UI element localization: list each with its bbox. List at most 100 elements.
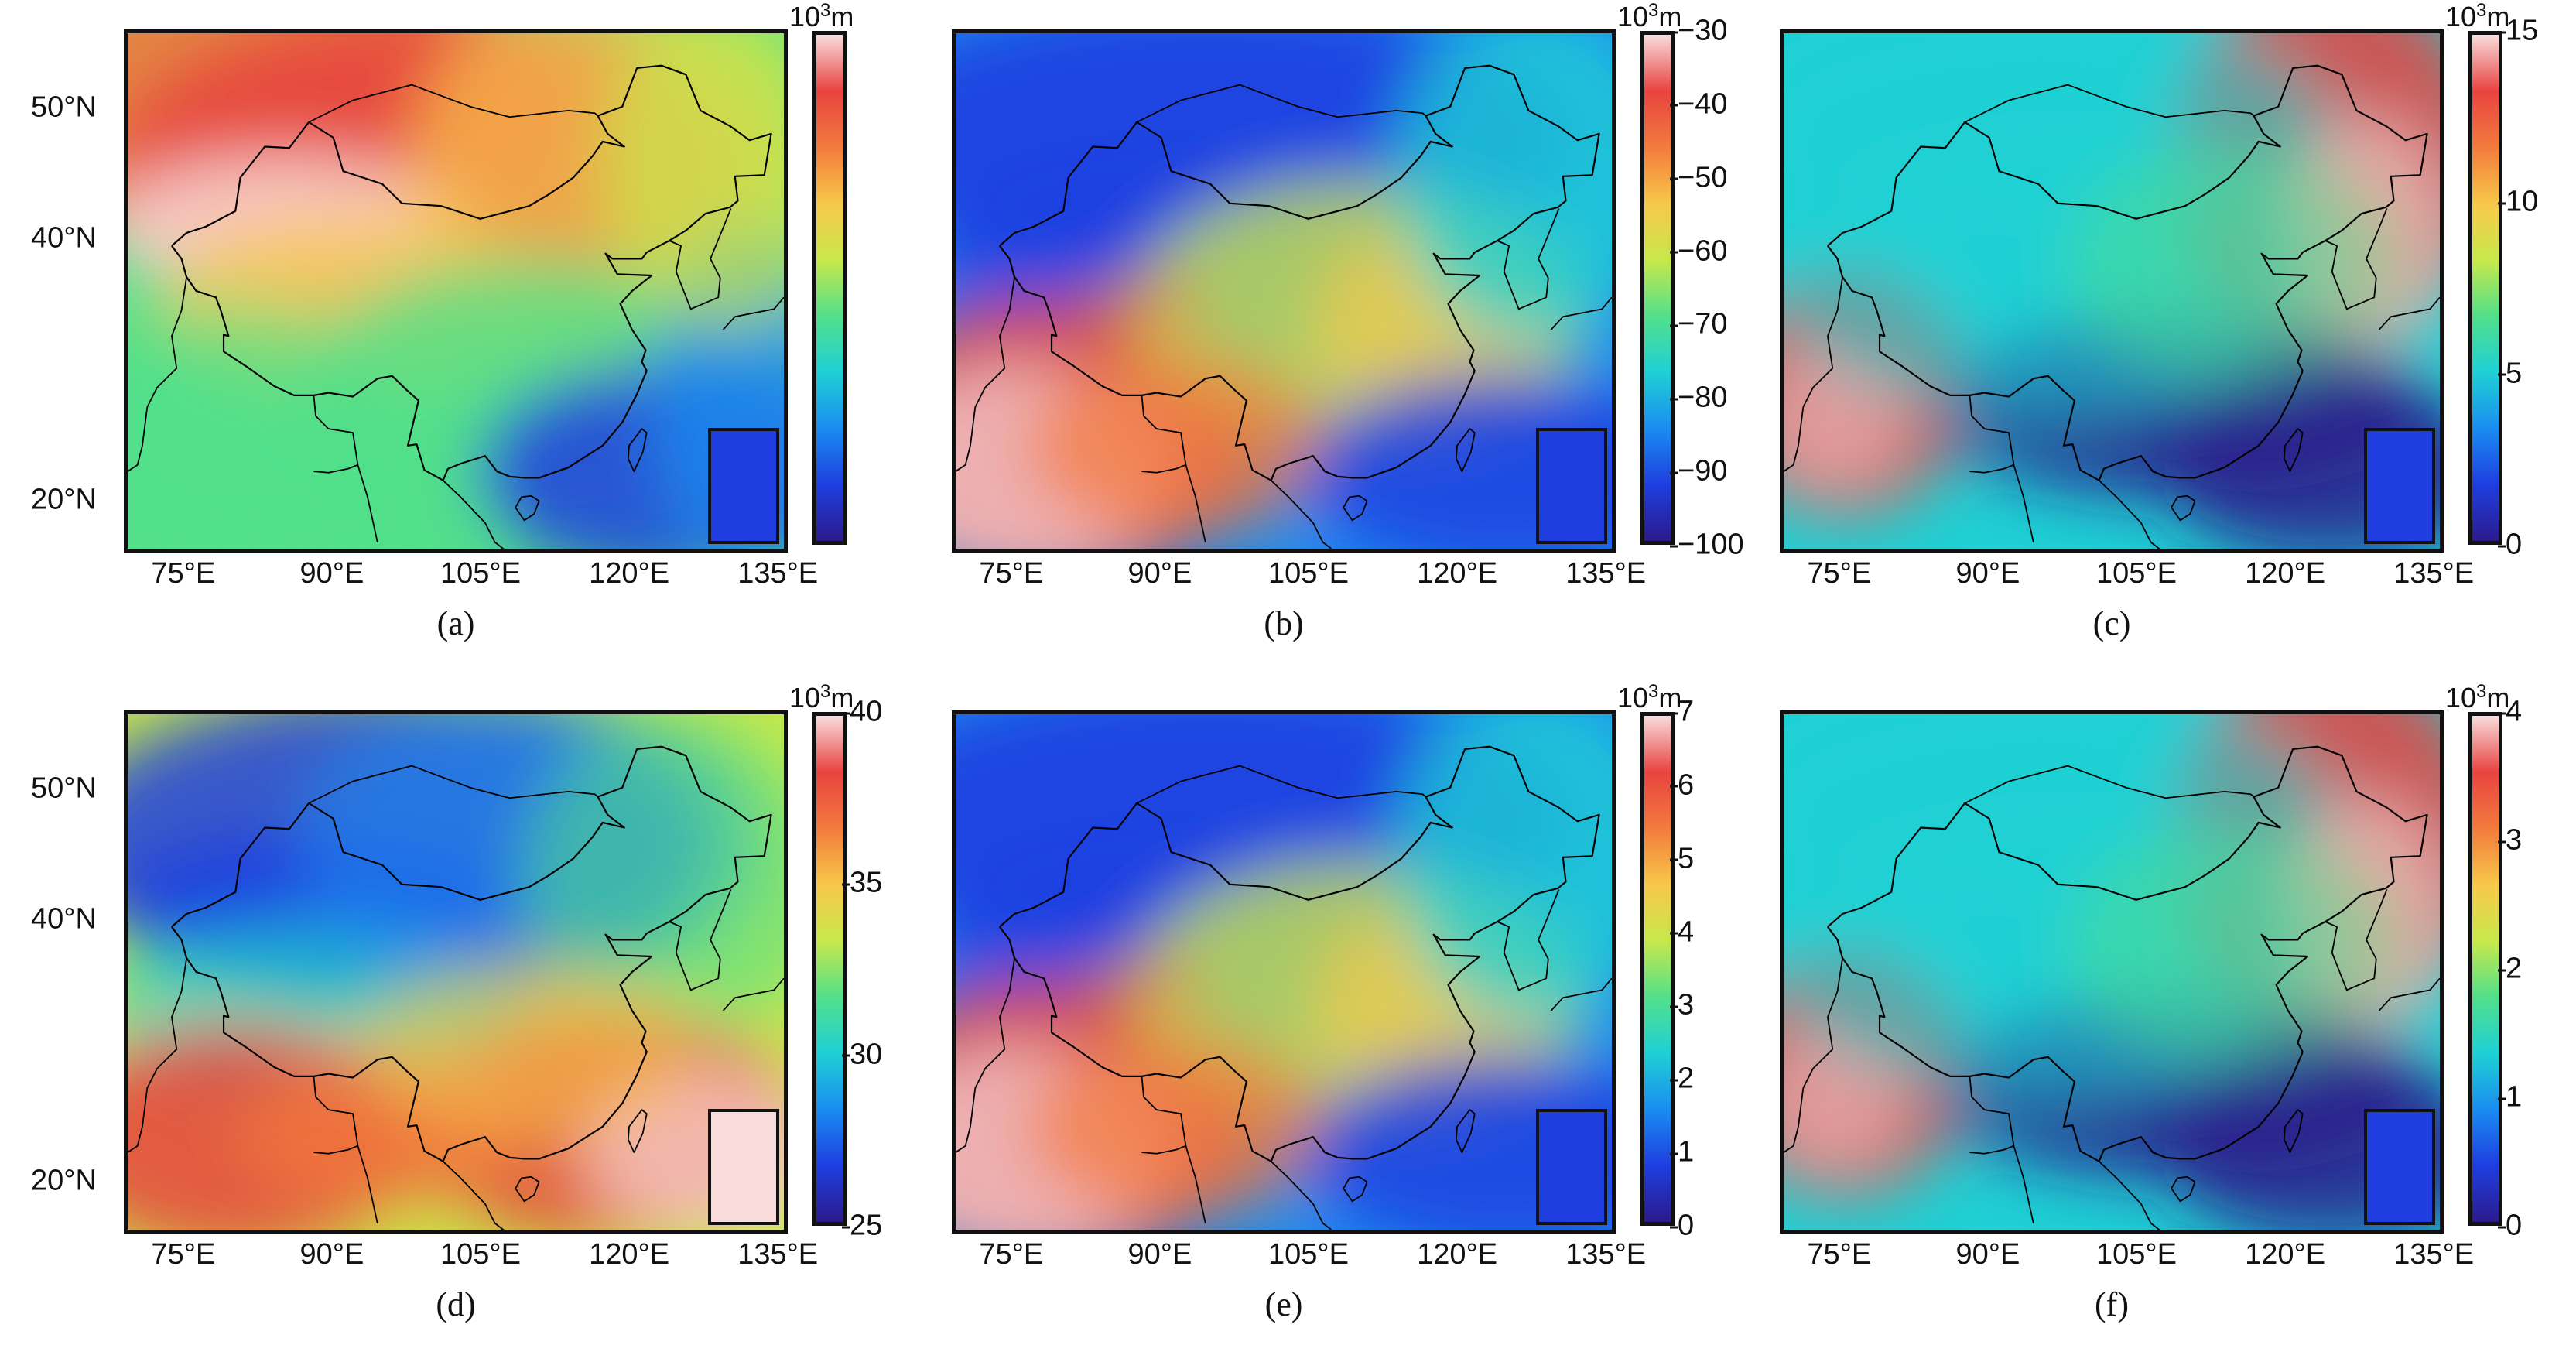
field-blob (602, 33, 784, 330)
china-border (1827, 745, 2428, 1162)
south-china-sea-inset (2364, 1109, 2435, 1225)
unit-base: 10 (2445, 1, 2477, 33)
india-border (128, 959, 187, 1153)
myanmar-coast (357, 464, 378, 542)
indochina-coast (442, 1161, 505, 1230)
unit-base: 10 (2445, 682, 2477, 714)
taiwan-outline (2283, 1109, 2304, 1153)
map-area (1780, 710, 2444, 1234)
korea-coast (1497, 889, 1560, 991)
korea-coast (2325, 208, 2388, 310)
unit-exponent: 3 (2476, 681, 2487, 702)
myanmar-coast (357, 1145, 378, 1223)
colorbar-unit: 103m (789, 0, 854, 33)
mongolia-border (308, 84, 599, 123)
x-tick-label: 75°E (151, 1238, 216, 1271)
x-tick-label: 90°E (1127, 1238, 1192, 1271)
japan-coast (1550, 296, 1612, 330)
field-blob (128, 310, 404, 549)
mongolia-border (1964, 84, 2255, 123)
map-area (952, 29, 1616, 553)
hainan-outline (2171, 1175, 2196, 1203)
south-china-sea-inset (1536, 428, 1607, 544)
unit-base: 10 (1617, 682, 1649, 714)
china-border (1827, 64, 2428, 481)
colorbar-tick-label: 40 (841, 695, 883, 728)
x-tick-label: 75°E (979, 557, 1044, 590)
colorbar-tick-label: 4 (2497, 695, 2523, 728)
map-field (128, 33, 784, 549)
india-border (1784, 959, 1843, 1153)
map-panel-b: 103m −30 −40 −50 −60 −70 −80 −90 −100 75°E 90°E 105… (828, 0, 1744, 666)
hainan-outline (1343, 1175, 1368, 1203)
myanmar-coast (1185, 464, 1206, 542)
x-tick-label: 135°E (737, 1238, 819, 1271)
unit-suffix: m (830, 682, 854, 714)
colorbar-tick-label: −40 (1669, 87, 1728, 121)
colorbar-tick-label: 35 (841, 866, 883, 899)
colorbar-tick-label: 7 (1669, 695, 1695, 728)
colorbar-tick-label: 0 (2497, 528, 2523, 561)
india-border (956, 959, 1015, 1153)
mongolia-border (1136, 765, 1427, 804)
hainan-outline (2171, 494, 2196, 522)
colorbar-tick-label: 0 (2497, 1209, 2523, 1242)
panel-label: (b) (1264, 604, 1304, 642)
map-area (124, 29, 788, 553)
indochina-coast (1270, 480, 1332, 549)
mongolia-border (1136, 84, 1427, 123)
japan-coast (2378, 296, 2440, 330)
korea-coast (669, 889, 732, 991)
field-blob (1028, 1035, 1334, 1219)
unit-base: 10 (789, 682, 821, 714)
x-tick-label: 75°E (151, 557, 216, 590)
field-blob (1080, 273, 1203, 335)
colorbar-tick-label: 5 (2497, 357, 2523, 390)
field-blob (1080, 954, 1203, 1016)
map-field (128, 714, 784, 1230)
x-tick-label: 105°E (2096, 557, 2177, 590)
unit-suffix: m (830, 1, 854, 33)
hainan-outline (515, 494, 540, 522)
panel-label: (a) (436, 604, 475, 642)
x-tick-label: 135°E (2393, 1238, 2475, 1271)
colorbar-tick-label: 3 (2497, 823, 2523, 857)
colorbar-tick-label: −70 (1669, 307, 1728, 340)
colorbar (1640, 712, 1675, 1226)
bangladesh-border (1141, 1076, 1187, 1155)
korea-coast (669, 208, 732, 310)
x-tick-label: 90°E (1955, 1238, 2020, 1271)
china-border (171, 745, 772, 1162)
colorbar-tick-label: 4 (1669, 915, 1695, 949)
colorbar-tick-label: 25 (841, 1209, 883, 1242)
y-tick-label: 40°N (31, 902, 97, 936)
colorbar (2468, 31, 2502, 545)
bangladesh-border (1969, 395, 2015, 474)
map-panel-c: 103m 15 10 5 0 75°E 90°E 105°E 120°E 135°E (c) (1656, 0, 2538, 666)
colorbar-tick-label: 1 (1669, 1135, 1695, 1169)
x-tick-label: 120°E (589, 557, 670, 590)
colorbar-tick-label: 1 (2497, 1080, 2523, 1114)
x-tick-label: 75°E (1807, 557, 1872, 590)
bangladesh-border (313, 1076, 359, 1155)
colorbar (1640, 31, 1675, 545)
mongolia-border (308, 765, 599, 804)
field-blob (2065, 824, 2403, 1069)
japan-coast (722, 296, 784, 330)
unit-exponent: 3 (2476, 0, 2487, 21)
panel-label: (c) (2092, 604, 2131, 642)
korea-coast (2325, 889, 2388, 991)
colorbar-unit: 103m (789, 681, 854, 714)
colorbar-tick-label: 2 (2497, 952, 2523, 985)
x-tick-label: 105°E (1268, 557, 1349, 590)
colorbar-tick-label: −90 (1669, 454, 1728, 488)
taiwan-outline (2283, 428, 2304, 472)
field-blob (1395, 714, 1612, 1024)
colorbar-unit: 103m (1617, 0, 1681, 33)
south-china-sea-inset (708, 428, 779, 544)
colorbar-tick-label: 3 (1669, 988, 1695, 1021)
mongolia-border (1964, 765, 2255, 804)
map-panel-a: 103m−30−40−50−60−70−80−90−10075°E90°E105… (0, 0, 854, 666)
unit-exponent: 3 (1648, 681, 1659, 702)
unit-suffix: m (1658, 682, 1682, 714)
